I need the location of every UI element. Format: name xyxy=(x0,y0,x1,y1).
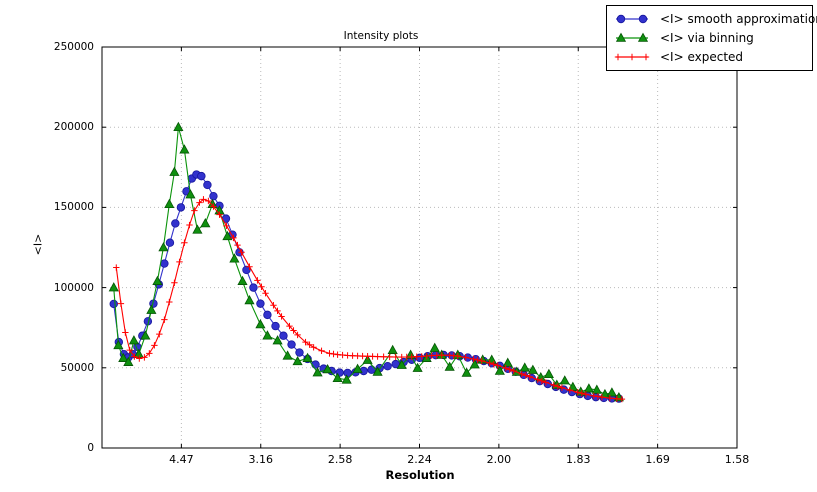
y-tick-label: 150000 xyxy=(53,201,94,214)
legend-marker-plus-icon xyxy=(614,53,650,60)
y-tick-label: 200000 xyxy=(53,121,94,134)
y-axis-label: <I> xyxy=(31,233,45,256)
x-tick-label: 1.58 xyxy=(724,453,750,466)
legend-item-expected: <I> expected xyxy=(613,47,806,66)
series-2 xyxy=(113,196,626,403)
x-tick-label: 2.58 xyxy=(327,453,353,466)
series-1 xyxy=(108,121,624,402)
legend-label: <I> via binning xyxy=(660,31,754,45)
legend-item-via-binning: <I> via binning xyxy=(613,29,806,48)
x-axis-label: Resolution xyxy=(385,468,455,482)
y-tick-label: 100000 xyxy=(53,281,94,294)
x-tick-label: 3.16 xyxy=(248,453,274,466)
x-tick-label: 2.00 xyxy=(486,453,512,466)
chart-title: Intensity plots xyxy=(343,30,419,42)
x-tick-label: 2.24 xyxy=(407,453,432,466)
y-tick-label: 250000 xyxy=(53,41,94,53)
legend-marker-circle-icon xyxy=(616,15,648,24)
y-tick-label: 0 xyxy=(87,442,94,454)
legend-marker-triangle-icon xyxy=(615,32,649,42)
x-tick-label: 1.83 xyxy=(566,453,591,466)
axes-frame xyxy=(101,46,738,449)
legend-label: <I> smooth approximation xyxy=(660,12,817,27)
x-tick-label: 4.47 xyxy=(169,453,194,466)
legend: <I> smooth approximation <I> via binning… xyxy=(606,5,817,71)
y-tick-label: 50000 xyxy=(60,361,94,374)
gridlines xyxy=(102,46,738,448)
legend-label: <I> expected xyxy=(660,49,744,64)
x-tick-label: 1.69 xyxy=(645,453,670,466)
legend-item-smooth-approximation: <I> smooth approximation xyxy=(613,10,817,29)
